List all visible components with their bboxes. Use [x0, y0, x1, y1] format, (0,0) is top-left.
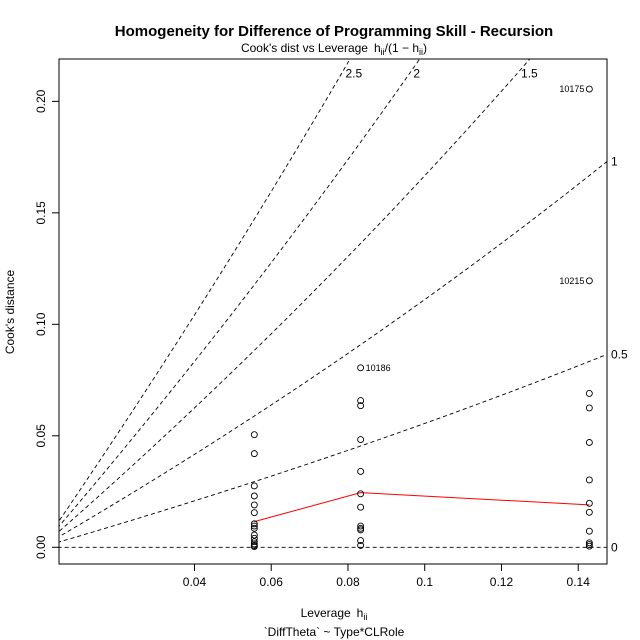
- y-axis: 0.00 0.05 0.10 0.15 0.20: [34, 89, 59, 559]
- data-point-9: [250, 531, 258, 539]
- data-point-16: [357, 397, 365, 405]
- point-label-1: 10215: [559, 276, 584, 286]
- y-tick-label-4: 0.20: [34, 89, 48, 113]
- plot-frame: [58, 58, 608, 565]
- contour-line-3: [59, 59, 531, 533]
- x-axis-label: Leverage hii: [301, 606, 368, 622]
- subtitle-close: ): [423, 41, 427, 55]
- data-point-32: [585, 476, 593, 484]
- subtitle-slash: /: [385, 41, 389, 55]
- y-tick-label-1: 0.05: [34, 424, 48, 448]
- cooks-contour-lines: [59, 59, 607, 548]
- data-point-31: [585, 439, 593, 446]
- contour-line-5: [59, 59, 351, 522]
- x-tick-label-4: 0.12: [490, 575, 514, 589]
- contour-label-3: 1.5: [521, 67, 538, 81]
- contour-label-5: 2.5: [346, 67, 363, 81]
- x-axis-label-ii: ii: [363, 612, 367, 622]
- x-axis: 0.04 0.06 0.08 0.1 0.12 0.14: [183, 563, 591, 589]
- data-point-33: [585, 499, 593, 507]
- data-point-7: [250, 522, 258, 530]
- smoother-line: [254, 492, 590, 523]
- subtitle-open: (1 − h: [388, 41, 419, 55]
- data-point-24: [357, 526, 365, 534]
- data-point-26: [357, 542, 365, 549]
- y-tick-label-2: 0.10: [34, 312, 48, 336]
- data-point-25: [357, 537, 365, 545]
- data-point-28: [585, 277, 593, 285]
- data-point-11: [250, 538, 258, 546]
- data-point-8: [250, 524, 258, 532]
- model-formula-label: `DiffTheta` ~ Type*CLRole: [264, 625, 405, 639]
- contour-label-4: 2: [413, 67, 420, 81]
- subtitle-prefix: Cook's dist vs Leverage: [241, 41, 368, 55]
- data-point-18: [357, 436, 365, 444]
- data-point-5: [250, 509, 258, 517]
- chart-subtitle: Cook's dist vs Leverage hii/(1 − hii): [241, 41, 427, 57]
- contour-line-2: [59, 160, 607, 538]
- data-point-17: [357, 402, 365, 410]
- point-label-0: 10175: [559, 84, 584, 94]
- subtitle-ii-2: ii: [419, 47, 423, 57]
- data-point-36: [585, 539, 593, 547]
- data-point-4: [250, 501, 258, 509]
- y-axis-label: Cook's distance: [3, 270, 17, 355]
- contour-line-1: [59, 353, 607, 543]
- data-point-14: [250, 543, 258, 551]
- contour-labels: 0 0.5 1 1.5 2 2.5: [346, 67, 628, 555]
- subtitle-h: h: [374, 41, 381, 55]
- x-tick-label-5: 0.14: [567, 575, 591, 589]
- data-point-19: [357, 468, 365, 475]
- data-point-6: [250, 520, 258, 528]
- point-labels: 10175 10215 10186: [366, 84, 585, 373]
- data-point-21: [357, 503, 365, 511]
- data-point-1: [250, 450, 258, 458]
- data-point-30: [585, 404, 593, 412]
- contour-label-1: 0.5: [611, 347, 628, 361]
- data-point-35: [585, 527, 593, 535]
- contour-label-2: 1: [611, 155, 618, 169]
- chart-title: Homogeneity for Difference of Programmin…: [115, 23, 553, 40]
- contour-label-0: 0: [611, 540, 618, 554]
- data-point-20: [357, 490, 365, 498]
- x-axis-label-prefix: Leverage: [301, 606, 351, 620]
- y-tick-label-3: 0.15: [34, 201, 48, 225]
- data-point-38: [585, 542, 593, 550]
- x-tick-label-0: 0.04: [183, 575, 207, 589]
- data-point-0: [250, 431, 258, 439]
- subtitle-ii: ii: [381, 47, 385, 57]
- data-point-34: [585, 508, 593, 516]
- x-tick-label-1: 0.06: [260, 575, 284, 589]
- data-point-29: [585, 389, 593, 397]
- data-point-3: [250, 492, 258, 500]
- y-tick-label-0: 0.00: [34, 535, 48, 559]
- data-points: [250, 85, 593, 551]
- data-point-22: [357, 522, 365, 530]
- point-label-2: 10186: [366, 363, 391, 373]
- x-axis-label-h: h: [357, 606, 364, 620]
- data-point-27: [585, 85, 593, 93]
- smoother-line-group: [254, 492, 590, 523]
- x-tick-label-3: 0.1: [416, 575, 433, 589]
- contour-line-4: [59, 59, 421, 527]
- data-point-2: [250, 482, 258, 490]
- data-point-15: [357, 364, 365, 372]
- x-tick-label-2: 0.08: [336, 575, 360, 589]
